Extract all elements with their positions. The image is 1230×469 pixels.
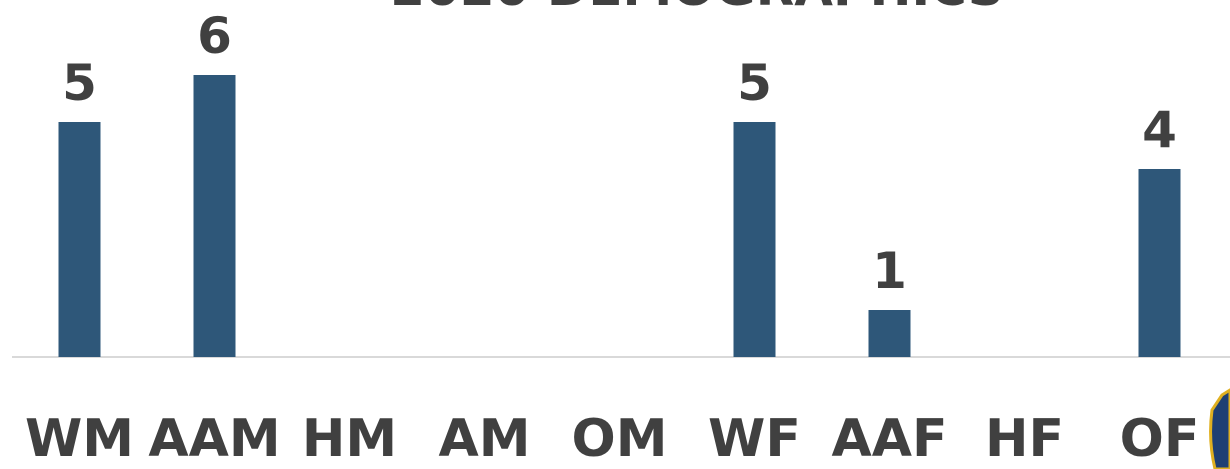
bar	[58, 122, 101, 357]
x-tick-label: OM	[572, 409, 668, 469]
data-label: 6	[197, 7, 232, 65]
x-tick-label: WF	[708, 409, 801, 469]
chart-title: 2020 DEMOGRAPHICS	[390, 0, 1003, 17]
bar	[193, 75, 236, 357]
x-tick-label: AAM	[148, 409, 280, 469]
x-tick-label: HM	[302, 409, 397, 469]
data-label: 5	[62, 54, 97, 112]
data-label: 4	[1142, 101, 1177, 159]
x-tick-label: HF	[985, 409, 1064, 469]
bar	[868, 310, 911, 357]
data-label: 1	[872, 242, 907, 300]
x-tick-label: OF	[1120, 409, 1200, 469]
data-label: 5	[737, 54, 772, 112]
x-tick-label: AM	[439, 409, 531, 469]
bar	[733, 122, 776, 357]
x-tick-label: AAF	[831, 409, 947, 469]
bar	[1138, 169, 1181, 357]
logo	[1209, 388, 1230, 469]
x-tick-label: WM	[25, 409, 134, 469]
